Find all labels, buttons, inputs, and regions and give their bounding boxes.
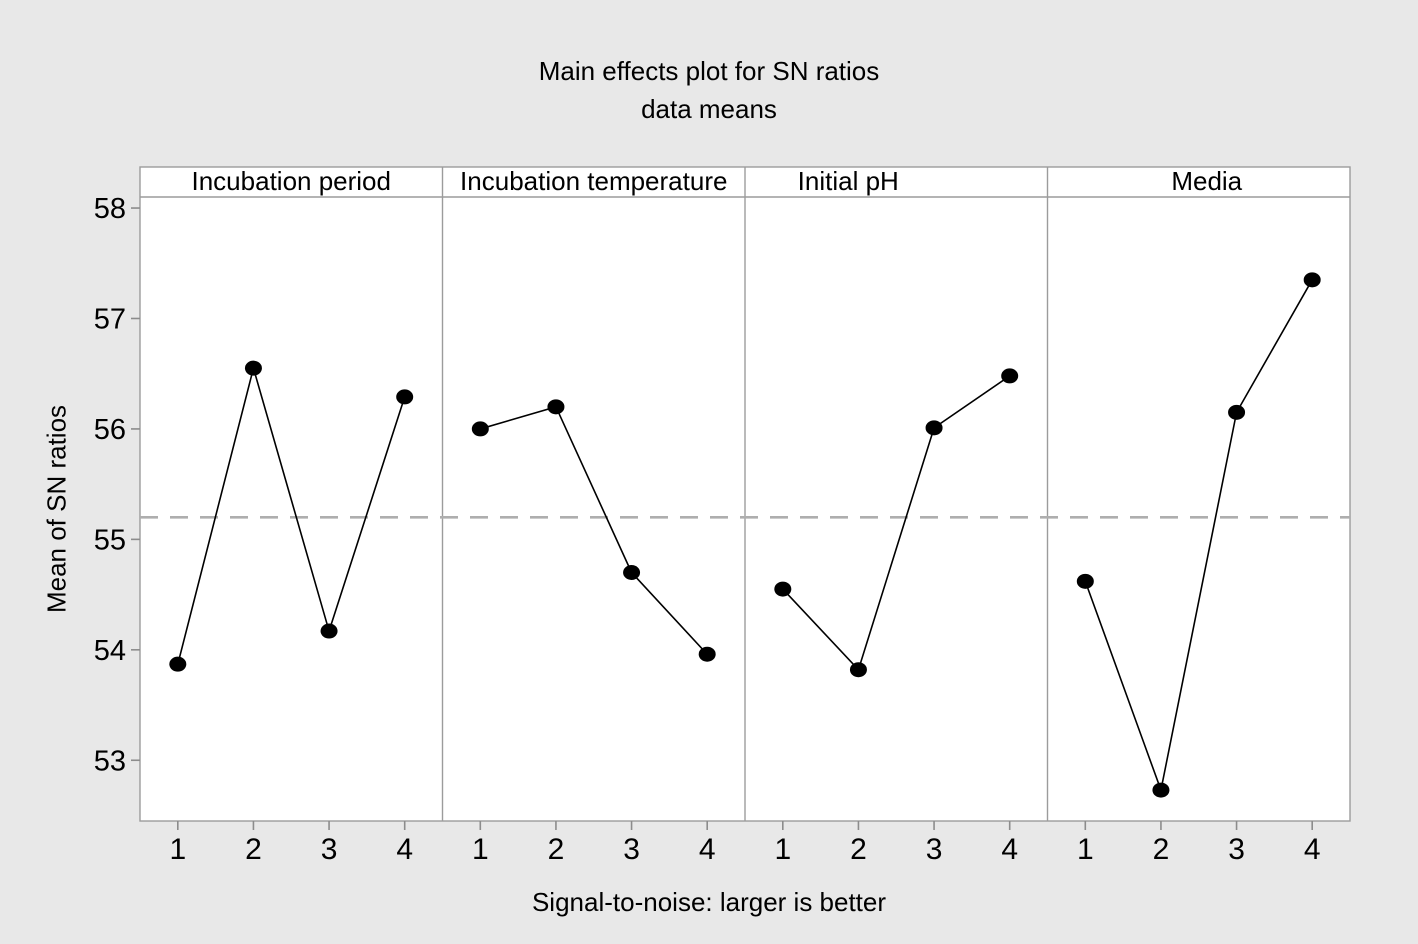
x-tick-label: 3	[321, 833, 338, 866]
data-point	[1076, 573, 1094, 589]
x-tick-label: 2	[245, 833, 262, 866]
data-point	[396, 389, 414, 405]
data-point	[1001, 368, 1019, 384]
panel-title: Initial pH	[798, 166, 899, 196]
x-tick-label: 4	[699, 833, 716, 866]
x-tick-label: 4	[1001, 833, 1018, 866]
series-line	[480, 405, 708, 655]
series-line	[782, 375, 1011, 672]
data-point	[1303, 272, 1321, 288]
data-point	[471, 421, 489, 437]
series-line	[177, 365, 406, 665]
chart-title: Main effects plot for SN ratios data mea…	[0, 52, 1418, 128]
data-point	[320, 623, 338, 639]
x-tick-label: 4	[396, 833, 413, 866]
y-tick-label: 53	[94, 745, 126, 777]
data-point	[774, 581, 792, 597]
x-tick-label: 4	[1304, 833, 1321, 866]
y-tick-label: 57	[94, 303, 126, 335]
data-point	[623, 565, 641, 581]
y-tick-label: 54	[94, 635, 126, 667]
x-tick-label: 3	[623, 833, 640, 866]
data-point	[1152, 782, 1170, 798]
x-tick-label: 1	[169, 833, 186, 866]
data-point	[698, 646, 716, 662]
panel-title: Incubation temperature	[460, 166, 727, 196]
data-point	[1228, 404, 1246, 420]
x-tick-label: 2	[1153, 833, 1170, 866]
data-point	[925, 420, 943, 436]
chart-title-line1: Main effects plot for SN ratios	[538, 56, 880, 86]
x-tick-label: 3	[926, 833, 943, 866]
y-tick-label: 58	[94, 193, 126, 225]
series-line	[1084, 279, 1313, 794]
data-point	[849, 662, 867, 678]
data-point	[547, 399, 565, 415]
x-tick-label: 2	[548, 833, 565, 866]
panel-title: Incubation period	[192, 166, 391, 196]
x-tick-label: 1	[774, 833, 791, 866]
chart-title-line2: data means	[641, 94, 777, 124]
data-point	[244, 360, 262, 376]
data-point	[169, 656, 187, 672]
panel-title: Media	[1171, 166, 1242, 196]
x-tick-label: 1	[472, 833, 489, 866]
y-tick-label: 55	[94, 524, 126, 556]
x-tick-label: 2	[850, 833, 867, 866]
x-axis-label: Signal-to-noise: larger is better	[531, 887, 887, 917]
x-tick-label: 1	[1077, 833, 1094, 866]
y-tick-label: 56	[94, 414, 126, 446]
x-tick-label: 3	[1228, 833, 1245, 866]
